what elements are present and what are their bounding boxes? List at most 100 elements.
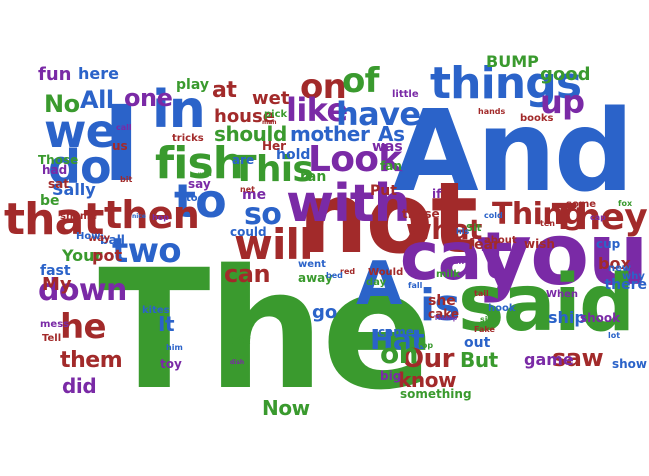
- word-game: game: [524, 350, 574, 369]
- word-sit: Sit: [466, 223, 482, 234]
- word-then: then: [104, 193, 200, 237]
- word-could: could: [230, 225, 267, 239]
- word-wall: wall: [198, 171, 212, 178]
- word-why: why: [622, 271, 645, 282]
- word-wish: wish: [524, 237, 555, 251]
- word-know: know: [398, 368, 457, 392]
- word-dish: dish: [230, 359, 245, 366]
- word-are: are: [232, 153, 255, 167]
- word-little: little: [392, 89, 419, 100]
- word-about: about: [484, 235, 517, 246]
- word-fun: fun: [38, 64, 72, 85]
- word-cup: cup: [596, 237, 621, 251]
- word-knew: knew: [402, 113, 420, 120]
- word-fast: fast: [40, 263, 71, 279]
- word-you: you: [475, 205, 649, 305]
- word-my: My: [42, 274, 72, 295]
- word-oh: oh: [380, 337, 419, 370]
- word-his: his: [456, 227, 470, 236]
- word-shook: shook: [580, 311, 621, 325]
- word-said: said: [458, 259, 635, 349]
- word-have: have: [336, 95, 421, 133]
- word-we: we: [44, 104, 117, 158]
- word-fear: fear: [468, 237, 500, 253]
- word-ship: ship: [548, 308, 586, 327]
- word-play: play: [176, 77, 209, 93]
- word-hold: hold: [276, 147, 311, 163]
- word-but: But: [460, 348, 498, 372]
- word-at: at: [212, 78, 237, 103]
- word-fox: fox: [618, 199, 633, 208]
- word-fake: Fake: [474, 325, 495, 334]
- word-not: not: [298, 162, 478, 276]
- word-cold: cold: [484, 211, 503, 220]
- word-too: too: [186, 193, 205, 204]
- word-in: in: [152, 80, 206, 140]
- word-fall: fall: [408, 281, 423, 290]
- word-shame: shame: [60, 211, 98, 222]
- word-good: good: [540, 64, 591, 85]
- word-cap: cap: [590, 213, 606, 222]
- word-ball: ball: [100, 233, 125, 247]
- word-books: books: [520, 113, 554, 124]
- word-be: be: [40, 193, 60, 209]
- word-hat: Hat: [370, 323, 425, 356]
- word-way: way: [88, 233, 111, 244]
- word-hook: hook: [488, 303, 516, 314]
- word-day: day: [366, 277, 387, 288]
- word-is: is: [420, 280, 460, 331]
- word-the: The: [98, 234, 433, 426]
- word-house: house: [214, 106, 275, 127]
- word-sit: sit: [480, 315, 492, 324]
- word-up: up: [540, 83, 585, 121]
- word-show: show: [611, 357, 647, 371]
- word-here: here: [78, 64, 119, 83]
- word-and: And: [392, 87, 634, 217]
- word-look: Look: [308, 139, 402, 180]
- word-get: get: [228, 333, 251, 347]
- word-away: away: [298, 271, 333, 285]
- word-her: Her: [262, 139, 287, 153]
- word-us: us: [112, 139, 128, 153]
- word-thing: Thing: [492, 197, 585, 232]
- word-new: new: [608, 263, 632, 274]
- word-this: This: [232, 149, 314, 190]
- word-one: one: [124, 84, 173, 112]
- word-red: red: [340, 267, 356, 276]
- word-go: go: [312, 302, 338, 323]
- word-now: Now: [262, 396, 310, 420]
- word-saw: saw: [552, 344, 604, 372]
- word-gown: gown: [142, 297, 167, 306]
- word-tell: Tell: [42, 333, 62, 344]
- word-him: him: [166, 343, 183, 352]
- word-can: can: [224, 260, 271, 288]
- word-that: that: [4, 194, 104, 245]
- word-tricks: tricks: [172, 133, 204, 144]
- word-cat: cat: [400, 218, 513, 295]
- word-i: I: [102, 83, 141, 205]
- word-no: No: [44, 90, 80, 118]
- word-mess: mess: [40, 319, 70, 330]
- word-a: A: [356, 249, 402, 319]
- word-fan: fan: [380, 159, 402, 173]
- word-he: he: [60, 307, 107, 347]
- word-top: top: [418, 341, 434, 350]
- word-went: went: [298, 259, 326, 270]
- word-lot: lot: [608, 331, 621, 340]
- word-it: It: [158, 312, 175, 336]
- word-how: How: [76, 231, 101, 242]
- word-do: do: [48, 140, 112, 194]
- word-came: came: [378, 325, 414, 339]
- word-our: Our: [402, 344, 454, 374]
- word-as: As: [378, 122, 405, 146]
- word-will: will: [234, 220, 313, 269]
- word-put: Put: [370, 183, 397, 199]
- word-sally: Sally: [52, 180, 96, 199]
- word-me: me: [242, 187, 267, 203]
- word-net: net: [240, 185, 255, 194]
- word-box: box: [598, 254, 631, 273]
- word-your: Your: [62, 246, 103, 265]
- word-down: down: [38, 273, 127, 308]
- word-them: them: [60, 348, 123, 373]
- word-man: man: [262, 119, 277, 126]
